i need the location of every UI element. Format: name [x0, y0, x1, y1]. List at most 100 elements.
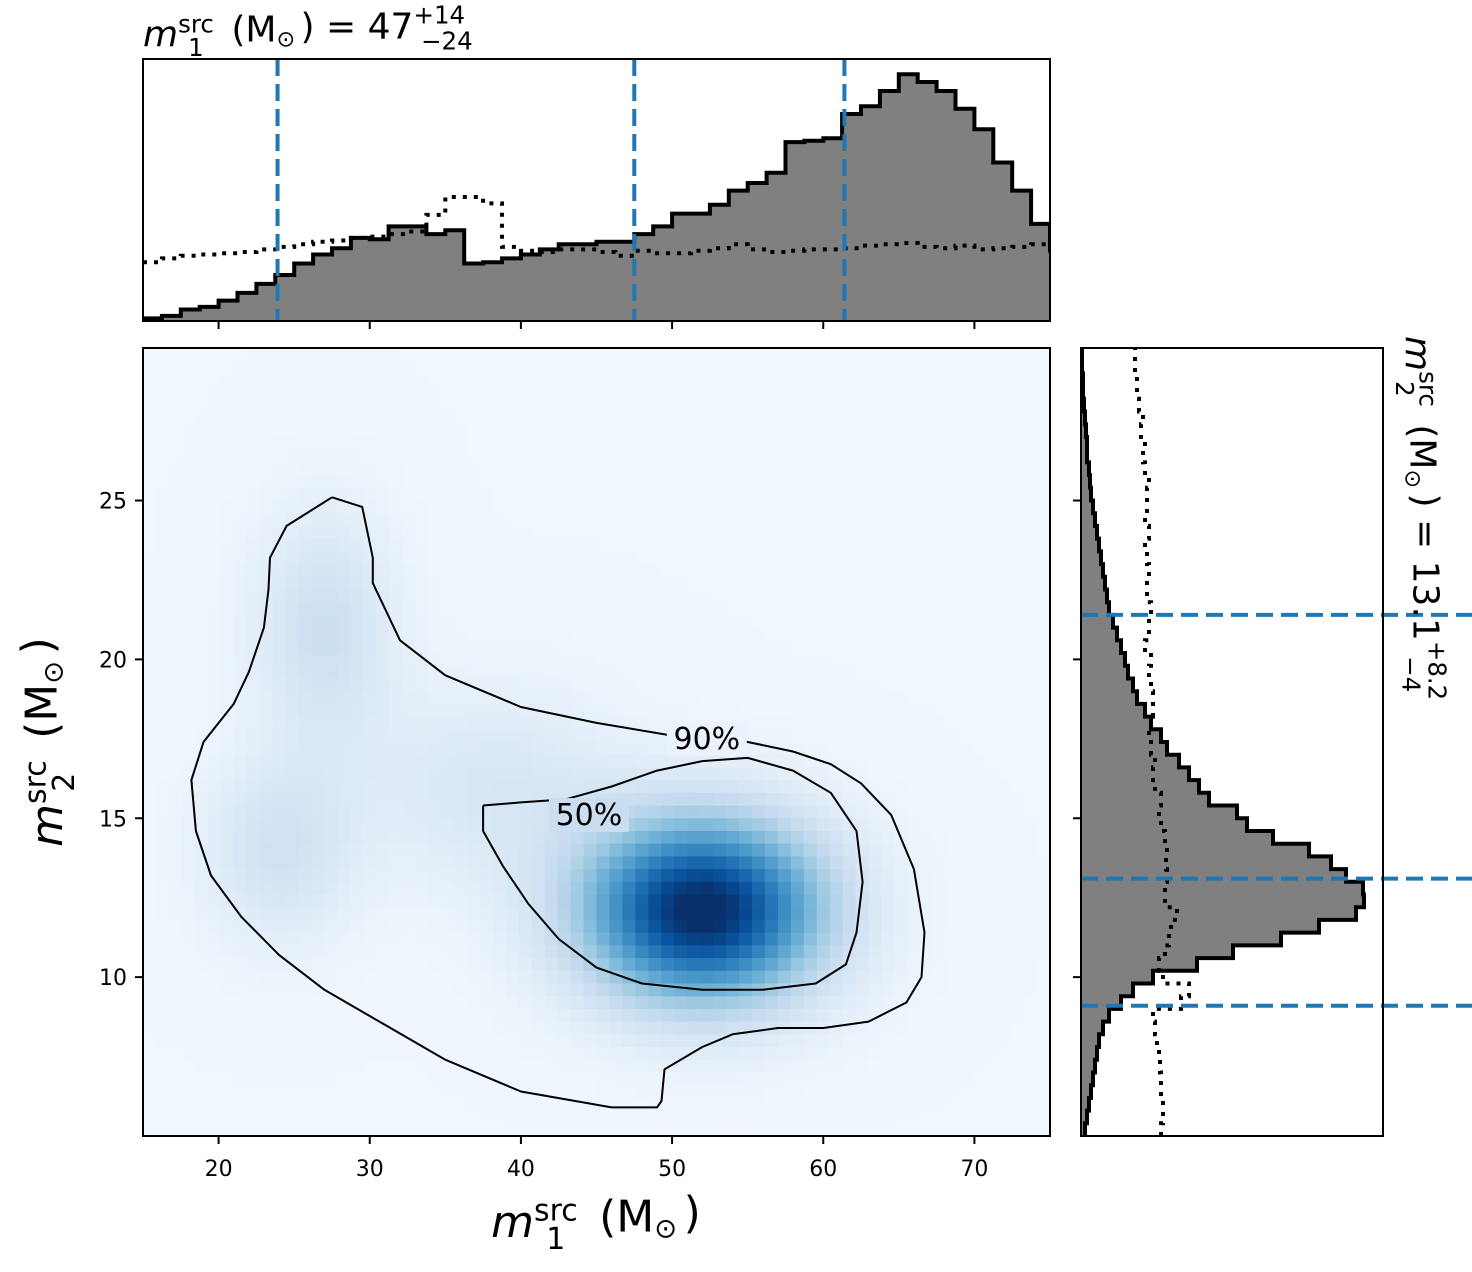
label-subscript: 2	[1390, 381, 1419, 397]
heatmap-cell	[207, 805, 222, 819]
heatmap-cell	[492, 1021, 507, 1035]
heatmap-cell	[920, 716, 934, 730]
heatmap-cell	[285, 1021, 300, 1035]
heatmap-cell	[143, 843, 157, 857]
heatmap-cell	[648, 424, 662, 438]
heatmap-cell	[1024, 1072, 1038, 1086]
heatmap-cell	[259, 348, 274, 362]
heatmap-cell	[492, 1059, 507, 1074]
heatmap-cell	[907, 1021, 922, 1035]
heatmap-cell	[155, 996, 170, 1010]
heatmap-cell	[596, 602, 611, 616]
heatmap-cell	[829, 1110, 844, 1124]
heatmap-cell	[415, 614, 429, 629]
heatmap-cell	[777, 818, 792, 832]
heatmap-cell	[272, 818, 287, 832]
heatmap-cell	[492, 360, 507, 375]
heatmap-cell	[894, 1008, 909, 1023]
heatmap-cell	[272, 1123, 287, 1136]
heatmap-cell	[168, 843, 183, 857]
heatmap-cell	[751, 602, 766, 616]
heatmap-cell	[143, 907, 157, 921]
heatmap-cell	[946, 932, 960, 946]
heatmap-cell	[1037, 869, 1050, 883]
heatmap-cell	[492, 525, 507, 540]
heatmap-cell	[803, 958, 818, 972]
heatmap-cell	[764, 767, 779, 781]
heatmap-cell	[920, 436, 934, 451]
heatmap-cell	[389, 767, 403, 781]
heatmap-cell	[972, 970, 986, 985]
heatmap-cell	[570, 780, 585, 794]
heatmap-cell	[337, 411, 351, 425]
heatmap-cell	[998, 869, 1012, 883]
heatmap-cell	[415, 564, 429, 578]
heatmap-cell	[842, 996, 857, 1010]
heatmap-cell	[492, 1123, 507, 1136]
heatmap-cell	[143, 881, 157, 896]
heatmap-cell	[933, 576, 947, 591]
heatmap-cell	[687, 767, 701, 781]
heatmap-cell	[259, 691, 274, 705]
heatmap-cell	[428, 958, 442, 972]
heatmap-cell	[402, 564, 416, 578]
heatmap-cell	[803, 970, 818, 985]
heatmap-cell	[324, 627, 338, 641]
heatmap-cell	[583, 742, 598, 756]
heatmap-cell	[505, 551, 520, 565]
heatmap-cell	[544, 487, 559, 502]
heatmap-cell	[220, 894, 235, 908]
heatmap-cell	[674, 907, 688, 921]
heatmap-cell	[985, 919, 999, 934]
heatmap-cell	[751, 716, 766, 730]
heatmap-cell	[946, 1008, 960, 1023]
heatmap-cell	[466, 665, 481, 680]
heatmap-cell	[764, 513, 779, 527]
heatmap-cell	[376, 513, 390, 527]
heatmap-cell	[751, 792, 766, 807]
heatmap-cell	[479, 373, 494, 387]
heatmap-cell	[829, 818, 844, 832]
heatmap-cell	[389, 945, 403, 959]
heatmap-cell	[700, 348, 714, 362]
heatmap-cell	[570, 348, 585, 362]
heatmap-cell	[285, 881, 300, 896]
heatmap-cell	[985, 348, 999, 362]
heatmap-cell	[479, 424, 494, 438]
heatmap-cell	[350, 449, 364, 463]
heatmap-cell	[635, 640, 649, 654]
heatmap-cell	[959, 1110, 973, 1124]
heatmap-cell	[155, 525, 170, 540]
heatmap-cell	[894, 462, 909, 476]
heatmap-cell	[998, 1021, 1012, 1035]
heatmap-cell	[881, 970, 896, 985]
heatmap-cell	[868, 449, 883, 463]
heatmap-cell	[518, 360, 533, 375]
heatmap-cell	[713, 1047, 727, 1061]
heatmap-cell	[764, 805, 779, 819]
heatmap-cell	[855, 576, 870, 591]
heatmap-cell	[790, 1085, 805, 1099]
heatmap-cell	[428, 818, 442, 832]
heatmap-cell	[1011, 1059, 1025, 1074]
heatmap-cell	[907, 462, 922, 476]
heatmap-cell	[648, 665, 662, 680]
heatmap-cell	[1011, 398, 1025, 413]
contour-label-bg	[666, 721, 747, 756]
heatmap-cell	[259, 869, 274, 883]
heatmap-cell	[764, 869, 779, 883]
heatmap-cell	[596, 1047, 611, 1061]
heatmap-cell	[894, 538, 909, 552]
heatmap-cell	[790, 1047, 805, 1061]
heatmap-cell	[376, 805, 390, 819]
heatmap-cell	[194, 449, 209, 463]
heatmap-cell	[609, 398, 624, 413]
heatmap-cell	[272, 653, 287, 667]
heatmap-cell	[635, 398, 649, 413]
heatmap-cell	[777, 1008, 792, 1023]
heatmap-cell	[985, 818, 999, 832]
heatmap-cell	[415, 729, 429, 743]
heatmap-cell	[635, 462, 649, 476]
heatmap-cell	[855, 373, 870, 387]
heatmap-cell	[402, 1059, 416, 1074]
